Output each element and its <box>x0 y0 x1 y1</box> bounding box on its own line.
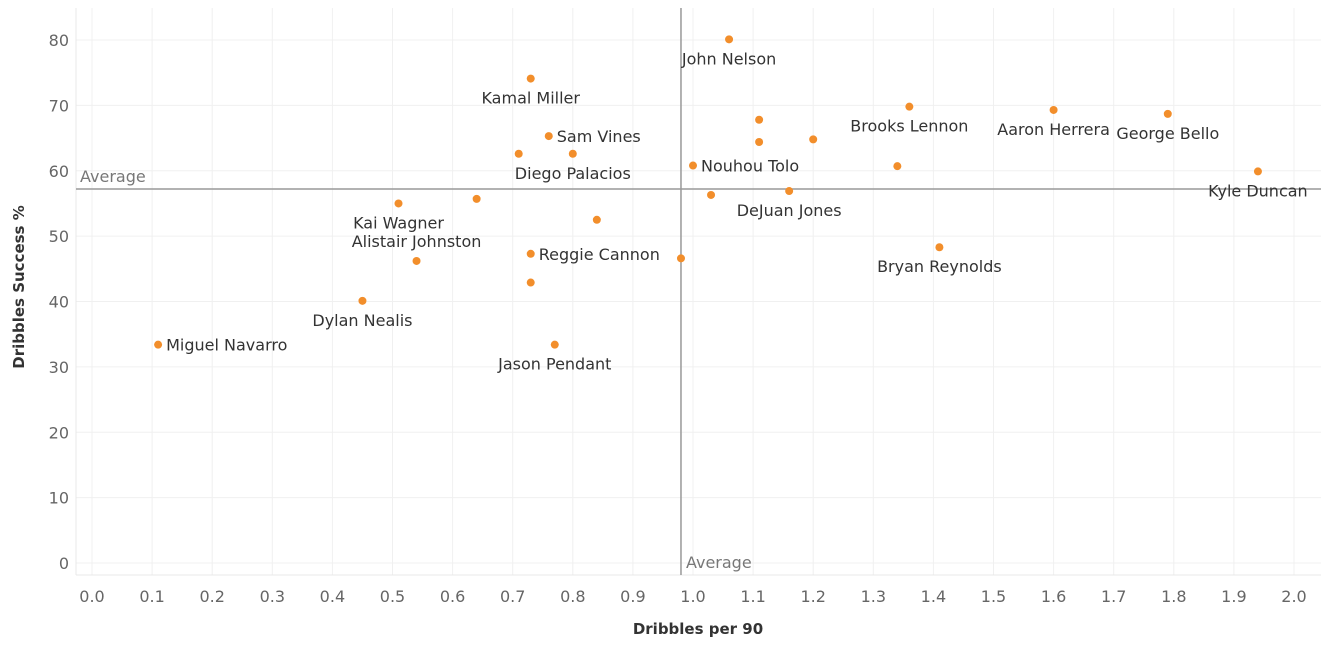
x-tick-label: 1.1 <box>740 587 765 606</box>
axis-ticks: 0.0 0.1 0.2 0.3 0.4 0.5 0.6 0.7 0.8 0.9 1.0 1.1 1.2 1… <box>49 31 1307 606</box>
point-label: Brooks Lennon <box>850 117 968 136</box>
x-tick-label: 0.8 <box>560 587 585 606</box>
data-point[interactable] <box>526 249 535 258</box>
data-point[interactable] <box>568 149 577 158</box>
point-label: Miguel Navarro <box>166 336 287 355</box>
y-tick-label: 30 <box>49 358 69 377</box>
data-point[interactable] <box>785 187 794 196</box>
data-point[interactable] <box>472 194 481 203</box>
data-point[interactable] <box>1163 109 1172 118</box>
x-tick-label: 1.2 <box>800 587 825 606</box>
x-tick-label: 0.6 <box>440 587 465 606</box>
data-point[interactable] <box>526 74 535 83</box>
data-point[interactable] <box>1049 105 1058 114</box>
gridlines <box>75 8 1321 576</box>
data-point[interactable] <box>526 278 535 287</box>
point-label: Sam Vines <box>557 127 641 146</box>
x-tick-label: 1.7 <box>1101 587 1126 606</box>
data-point[interactable] <box>1253 167 1262 176</box>
x-tick-label: 0.9 <box>620 587 645 606</box>
data-point[interactable] <box>689 161 697 170</box>
x-tick-label: 1.0 <box>680 587 705 606</box>
x-tick-label: 0.3 <box>260 587 285 606</box>
point-label: John Nelson <box>681 49 776 68</box>
reference-lines: Average Average <box>76 8 1321 575</box>
x-tick-label: 2.0 <box>1281 587 1306 606</box>
y-tick-label: 0 <box>59 554 69 573</box>
x-tick-label: 0.0 <box>79 587 104 606</box>
x-tick-label: 1.5 <box>981 587 1006 606</box>
x-tick-label: 1.9 <box>1221 587 1246 606</box>
point-label: Jason Pendant <box>497 355 611 374</box>
x-tick-label: 1.3 <box>861 587 886 606</box>
data-point[interactable] <box>550 340 559 349</box>
data-point[interactable] <box>755 137 764 146</box>
y-tick-label: 20 <box>49 423 69 442</box>
point-label: Reggie Cannon <box>539 245 660 264</box>
y-tick-label: 60 <box>49 162 69 181</box>
x-tick-label: 0.7 <box>500 587 525 606</box>
x-tick-label: 1.8 <box>1161 587 1186 606</box>
data-point[interactable] <box>725 35 734 44</box>
data-point[interactable] <box>358 296 367 305</box>
x-tick-label: 0.4 <box>320 587 345 606</box>
point-label: Bryan Reynolds <box>877 257 1002 276</box>
point-label: Kamal Miller <box>481 89 580 108</box>
point-label: Dylan Nealis <box>312 311 412 330</box>
point-label: DeJuan Jones <box>737 201 842 220</box>
point-labels: John Nelson Kamal Miller Brooks Lennon Aaro… <box>166 49 1308 373</box>
point-label: Diego Palacios <box>515 164 631 183</box>
data-point[interactable] <box>676 254 685 263</box>
data-point[interactable] <box>154 340 163 349</box>
y-axis-title: Dribbles Success % <box>10 205 28 368</box>
data-point[interactable] <box>394 199 403 208</box>
y-tick-label: 40 <box>49 293 69 312</box>
point-label: Kai Wagner <box>353 213 444 232</box>
data-point[interactable] <box>893 162 902 171</box>
y-average-label: Average <box>80 167 146 186</box>
data-point[interactable] <box>905 102 914 111</box>
data-points <box>154 35 1262 349</box>
point-label: Aaron Herrera <box>997 120 1110 139</box>
y-tick-label: 50 <box>49 227 69 246</box>
x-axis-title: Dribbles per 90 <box>633 620 763 638</box>
x-tick-label: 0.1 <box>139 587 164 606</box>
x-average-label: Average <box>686 553 752 572</box>
data-point[interactable] <box>935 243 944 252</box>
point-label: Nouhou Tolo <box>701 157 799 176</box>
x-tick-label: 0.5 <box>380 587 405 606</box>
data-point[interactable] <box>707 190 716 199</box>
y-tick-label: 70 <box>49 96 69 115</box>
y-tick-label: 80 <box>49 31 69 50</box>
point-label: Kyle Duncan <box>1208 181 1308 200</box>
x-tick-label: 1.6 <box>1041 587 1066 606</box>
data-point[interactable] <box>514 149 523 158</box>
data-point[interactable] <box>592 215 601 224</box>
data-point[interactable] <box>809 135 818 144</box>
point-label: George Bello <box>1116 124 1219 143</box>
data-point[interactable] <box>755 115 764 124</box>
point-label: Alistair Johnston <box>352 232 482 251</box>
data-point[interactable] <box>544 132 553 141</box>
y-tick-label: 10 <box>49 489 69 508</box>
data-point[interactable] <box>412 256 421 265</box>
x-tick-label: 0.2 <box>199 587 224 606</box>
x-tick-label: 1.4 <box>921 587 946 606</box>
